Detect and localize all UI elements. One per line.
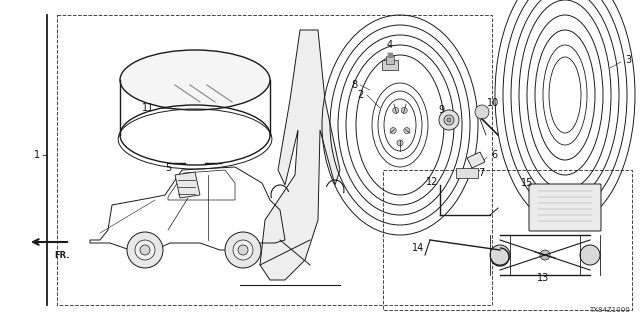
Text: 3: 3	[625, 55, 631, 65]
Text: TX84Z1000: TX84Z1000	[589, 307, 630, 313]
Text: 12: 12	[426, 177, 438, 187]
Bar	[382, 60, 398, 70]
Circle shape	[140, 245, 150, 255]
Text: 15: 15	[521, 178, 533, 188]
Text: 7: 7	[478, 168, 484, 178]
Text: 9: 9	[438, 105, 444, 115]
Text: 8: 8	[351, 80, 357, 90]
Circle shape	[393, 108, 399, 113]
Text: 2: 2	[357, 90, 363, 100]
Bar	[456, 168, 478, 178]
Circle shape	[447, 118, 451, 122]
Polygon shape	[467, 152, 485, 168]
Text: 13: 13	[537, 273, 549, 283]
Text: ■: ■	[387, 52, 394, 58]
Circle shape	[404, 128, 410, 133]
Text: 4: 4	[387, 40, 393, 50]
Text: 14: 14	[412, 243, 424, 253]
Circle shape	[580, 245, 600, 265]
Circle shape	[444, 115, 454, 125]
Circle shape	[401, 108, 407, 113]
Text: 1: 1	[34, 150, 40, 160]
Text: FR.: FR.	[54, 251, 70, 260]
Circle shape	[135, 240, 155, 260]
Ellipse shape	[120, 50, 270, 110]
Circle shape	[540, 250, 550, 260]
Circle shape	[390, 128, 396, 133]
Circle shape	[490, 245, 510, 265]
Text: 5: 5	[165, 163, 171, 173]
Polygon shape	[175, 172, 200, 198]
Circle shape	[475, 105, 489, 119]
FancyBboxPatch shape	[529, 184, 601, 231]
Circle shape	[225, 232, 261, 268]
Circle shape	[397, 140, 403, 146]
Bar	[386, 56, 394, 64]
Circle shape	[127, 232, 163, 268]
Polygon shape	[260, 30, 340, 280]
Circle shape	[233, 240, 253, 260]
Circle shape	[238, 245, 248, 255]
Text: 11: 11	[142, 103, 154, 113]
Circle shape	[439, 110, 459, 130]
Text: 10: 10	[487, 98, 499, 108]
Text: 6: 6	[491, 150, 497, 160]
